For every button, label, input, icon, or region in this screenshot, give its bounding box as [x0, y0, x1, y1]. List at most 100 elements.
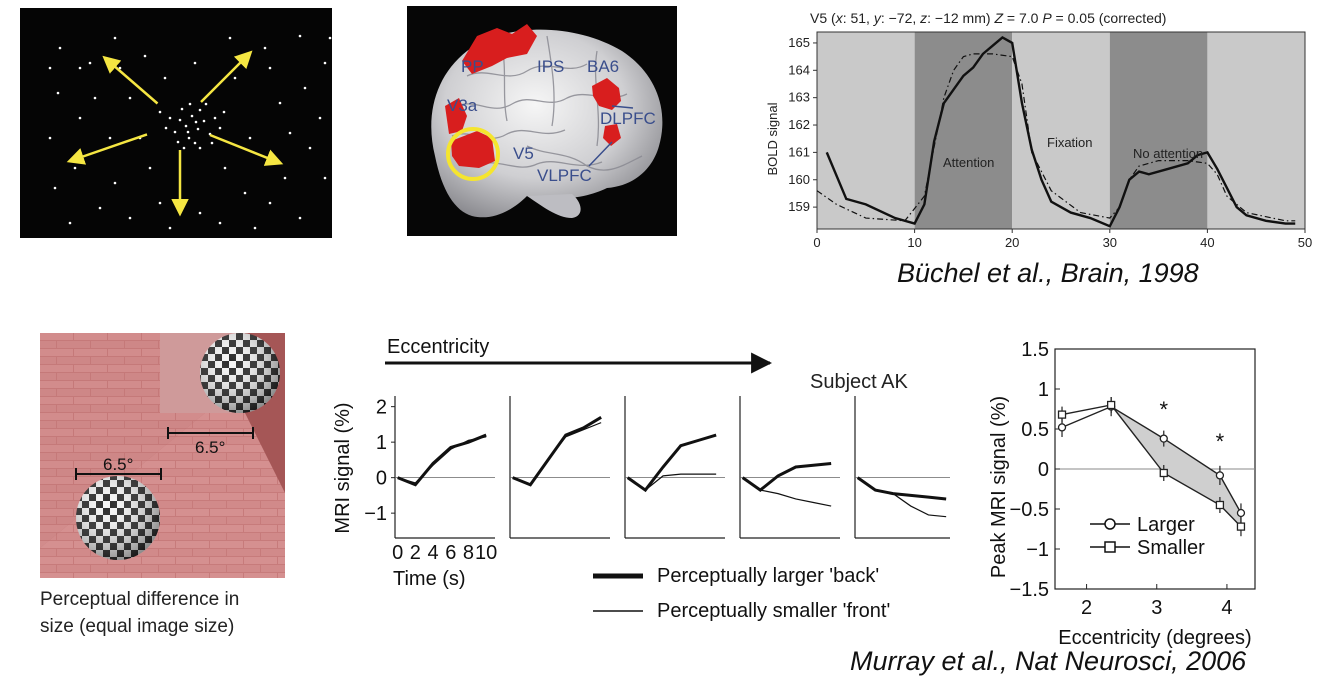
label-vlpfc: VLPFC: [537, 166, 592, 185]
tc-x-tick-label: 8: [463, 542, 474, 564]
stimulus-dot: [93, 96, 97, 100]
tc-y-axis-label: MRI signal (%): [332, 402, 354, 533]
peak-y-tick-label: −1: [1026, 539, 1049, 561]
stimulus-dot: [218, 221, 222, 225]
stimulus-dot: [223, 166, 227, 170]
stimulus-dot: [288, 131, 292, 135]
subject-label: Subject AK: [810, 371, 909, 393]
y-tick-label: 162: [788, 117, 810, 132]
x-tick-label: 30: [1103, 235, 1117, 250]
stimulus-dot: [268, 201, 272, 205]
point-larger: [1236, 508, 1246, 518]
stimulus-dot: [48, 66, 52, 70]
stimulus-dot: [113, 181, 117, 185]
y-tick-label: 165: [788, 35, 810, 50]
stimulus-dot: [198, 211, 202, 215]
bold-signal-chart: V5 (x: 51, y: −72, z: −12 mm) Z = 7.0 P …: [765, 10, 1312, 250]
legend-larger-label: Perceptually larger 'back': [657, 565, 879, 587]
peak-y-axis-label: Peak MRI signal (%): [988, 396, 1010, 578]
stimulus-dot: [187, 136, 191, 140]
legend-smaller-label: Perceptually smaller 'front': [657, 600, 890, 622]
tc-y-tick-label: 0: [376, 468, 387, 490]
y-tick-label: 161: [788, 144, 810, 159]
peak-legend: Larger Smaller: [1090, 514, 1205, 559]
stimulus-dot: [182, 146, 186, 150]
stimulus-dot: [202, 119, 206, 123]
y-tick-label: 164: [788, 62, 810, 77]
stimulus-dot: [78, 66, 82, 70]
peak-y-tick-label: −0.5: [1010, 499, 1049, 521]
motion-arrow: [200, 50, 253, 103]
tc-smaller-line: [397, 436, 487, 484]
stimulus-dot: [204, 102, 208, 106]
stimulus-dot: [193, 141, 197, 145]
stimulus-dot: [222, 110, 226, 114]
stimulus-dot: [158, 110, 162, 114]
stimulus-dot: [194, 120, 198, 124]
point-larger: [1057, 423, 1067, 432]
tc-y-tick-label: 1: [376, 432, 387, 454]
peak-x-tick-label: 4: [1221, 597, 1232, 619]
stimulus-dot: [328, 36, 332, 40]
stimulus-dot: [233, 76, 237, 80]
label-back-angle: 6.5°: [195, 438, 225, 457]
y-tick-label: 159: [788, 199, 810, 214]
motion-arrow: [66, 133, 148, 165]
stimulus-dot: [210, 141, 214, 145]
point-smaller: [1215, 500, 1225, 510]
label-front-angle: 6.5°: [103, 455, 133, 474]
condition-block: [914, 32, 1013, 229]
stimulus-dot: [323, 176, 327, 180]
peak-x-axis-label: Eccentricity (degrees): [1058, 627, 1251, 649]
tc-x-tick-label: 2: [410, 542, 421, 564]
tc-smaller-line: [742, 477, 832, 507]
stimulus-dot: [196, 127, 200, 131]
point-smaller: [1057, 410, 1067, 419]
illusion-caption: Perceptual difference in size (equal ima…: [40, 589, 240, 637]
point-larger: [1215, 471, 1225, 480]
stimulus-dot: [253, 226, 257, 230]
stimulus-dot: [263, 46, 267, 50]
peak-legend-smaller: Smaller: [1137, 537, 1205, 559]
peak-y-tick-label: 0: [1038, 459, 1049, 481]
stimulus-dot: [178, 118, 182, 122]
annotation-no-attention: No attention: [1133, 146, 1203, 161]
stimulus-dot: [176, 140, 180, 144]
stimulus-dot: [173, 130, 177, 134]
stimulus-dot: [108, 136, 112, 140]
label-v5: V5: [513, 144, 534, 163]
eccentricity-header: Eccentricity: [387, 336, 489, 358]
radial-dots-stimulus: [20, 8, 332, 238]
annotation-fixation: Fixation: [1047, 135, 1093, 150]
peak-y-tick-label: 1.5: [1021, 339, 1049, 361]
stimulus-dot: [243, 191, 247, 195]
buchel-citation: Büchel et al., Brain, 1998: [897, 258, 1199, 288]
stimulus-dot: [198, 146, 202, 150]
stimulus-dot: [268, 66, 272, 70]
x-tick-label: 50: [1298, 235, 1312, 250]
stimulus-dot: [113, 36, 117, 40]
stimulus-dot: [298, 216, 302, 220]
label-pp: PP: [461, 57, 484, 76]
tc-y-tick-label: −1: [364, 503, 387, 525]
stimulus-dot: [163, 76, 167, 80]
peak-legend-larger: Larger: [1137, 514, 1195, 536]
bold-fitted-line: [816, 53, 1296, 222]
peak-line-smaller: [1061, 404, 1242, 528]
stimulus-dot: [128, 96, 132, 100]
peak-y-tick-label: 1: [1038, 379, 1049, 401]
stimulus-dot: [148, 166, 152, 170]
peak-mri-chart: −1.5 −1 −0.5 0 0.5 1 1.5 2 3 4 * * Peak MRI signal…: [988, 339, 1256, 649]
stimulus-dot: [190, 114, 194, 118]
point-smaller: [1106, 400, 1116, 410]
significance-star: *: [1216, 429, 1225, 454]
outward-motion-arrows: [66, 50, 284, 217]
y-tick-label: 163: [788, 90, 810, 105]
stimulus-dot: [128, 216, 132, 220]
peak-x-tick-label: 2: [1081, 597, 1092, 619]
y-tick-label: 160: [788, 172, 810, 187]
stimulus-dot: [98, 206, 102, 210]
peak-y-tick-label: −1.5: [1010, 579, 1049, 601]
tc-smaller-line: [512, 422, 602, 486]
